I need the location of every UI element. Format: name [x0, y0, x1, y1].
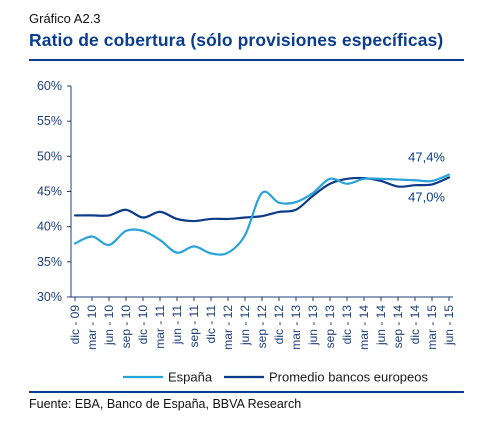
top-divider	[29, 59, 464, 61]
x-tick-label: sep - 12	[255, 305, 269, 349]
y-tick-label: 35%	[37, 255, 62, 269]
x-tick-label: mar - 12	[221, 305, 235, 350]
source-note: Fuente: EBA, Banco de España, BBVA Resea…	[29, 397, 302, 411]
y-tick-label: 40%	[37, 220, 62, 234]
legend-label-promedio: Promedio bancos europeos	[269, 370, 428, 385]
x-tick-label: sep - 10	[119, 305, 133, 349]
x-tick-label: mar - 10	[85, 305, 99, 350]
x-tick-label: jun - 12	[238, 305, 252, 346]
x-tick-label: dic - 11	[204, 305, 218, 344]
x-tick-label: jun - 13	[306, 305, 320, 346]
y-axis-ticks: 30% 35% 40% 45% 50% 55% 60%	[37, 79, 71, 304]
chart-label: Gráfico A2.3	[29, 11, 101, 26]
x-tick-label: sep - 14	[391, 305, 405, 349]
x-tick-label: jun - 15	[442, 305, 456, 346]
x-tick-label: dic - 10	[136, 305, 150, 345]
x-tick-label: dic - 09	[68, 305, 82, 345]
x-tick-label: dic - 12	[272, 305, 286, 345]
series-line-promedio-europeo	[73, 176, 451, 223]
x-tick-label: jun - 10	[102, 305, 116, 346]
y-tick-label: 50%	[37, 149, 62, 163]
annotation-espana-last: 47,4%	[408, 150, 445, 165]
annotation-promedio-last: 47,0%	[408, 189, 445, 204]
x-tick-label: jun - 11	[170, 305, 184, 345]
x-tick-label: jun - 14	[374, 305, 388, 346]
bottom-divider	[29, 391, 464, 393]
x-tick-label: mar - 11	[153, 305, 167, 349]
legend-label-espana: España	[168, 370, 213, 385]
x-tick-label: mar - 13	[289, 305, 303, 350]
x-axis-ticks: dic - 09 mar - 10 jun - 10 sep - 10 dic - 10…	[68, 297, 456, 350]
y-tick-label: 30%	[37, 290, 62, 304]
x-tick-label: sep - 13	[323, 305, 337, 349]
series-line-espana	[73, 173, 451, 256]
series-lines	[73, 173, 451, 256]
y-tick-label: 55%	[37, 114, 62, 128]
annotations: 47,4% 47,0%	[408, 150, 445, 205]
y-tick-label: 45%	[37, 185, 62, 199]
x-tick-label: mar - 14	[357, 305, 371, 350]
x-tick-label: dic - 13	[340, 305, 354, 345]
legend: España Promedio bancos europeos	[123, 370, 428, 385]
x-tick-label: dic - 14	[408, 305, 422, 345]
x-tick-label: sep - 11	[187, 305, 201, 348]
chart-title: Ratio de cobertura (sólo provisiones esp…	[29, 30, 444, 50]
y-tick-label: 60%	[37, 79, 62, 93]
x-tick-label: mar - 15	[425, 305, 439, 350]
